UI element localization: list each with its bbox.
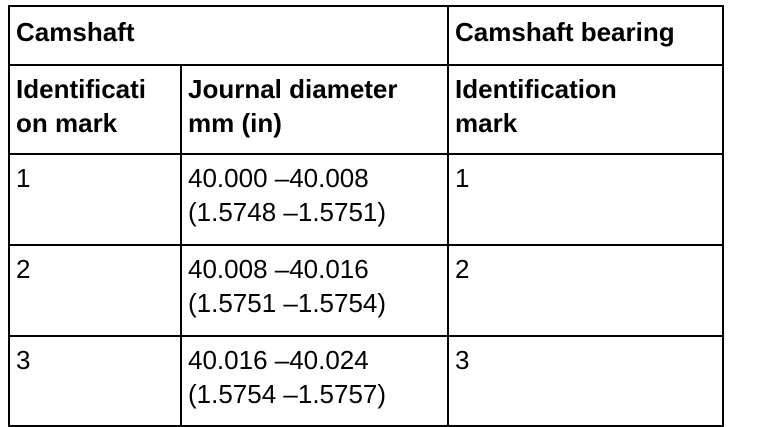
header-cell: Camshaft [7,5,450,66]
header-cell: Identification mark [447,64,725,155]
cell-text: (1.5748 –1.5751) [188,197,387,227]
cell-text: 3 [16,345,31,375]
table-row: 2 40.008 –40.016 (1.5751 –1.5754) 2 [8,244,725,337]
cell-text: Journal diameter [188,74,398,104]
table-cell: 2 [8,244,182,337]
header-cell: Journal diameter mm (in) [179,64,450,155]
cell-text: 3 [455,345,470,375]
cell-text: 1 [455,163,470,193]
table-row: 3 40.016 –40.024 (1.5754 –1.5757) 3 [8,335,725,427]
spec-table: Camshaft Camshaft bearing Identificati on m… [7,5,725,427]
cell-text: (1.5751 –1.5754) [188,288,387,318]
table-cell: 2 [447,244,725,337]
cell-text: 2 [455,254,470,284]
cell-text: (1.5754 –1.5757) [188,379,387,409]
cell-text: mark [455,108,518,138]
table-row: Identificati on mark Journal diameter mm (i… [8,64,725,155]
cell-text: Camshaft [16,17,135,47]
table-row: 1 40.000 –40.008 (1.5748 –1.5751) 1 [8,153,725,246]
table-body: Camshaft Camshaft bearing Identificati on m… [7,5,725,427]
cell-text: Identificati [16,74,147,104]
cell-text: 40.008 –40.016 [188,254,369,284]
table-cell: 40.000 –40.008 (1.5748 –1.5751) [179,153,450,246]
table-row: Camshaft Camshaft bearing [7,5,725,66]
table-cell: 3 [447,335,725,427]
cell-text: 2 [16,254,31,284]
header-cell: Camshaft bearing [447,5,725,66]
table-cell: 1 [8,153,182,246]
table-cell: 3 [8,335,182,427]
cell-text: mm (in) [188,108,282,138]
cell-text: 40.016 –40.024 [188,345,369,375]
cell-text: Identification [455,74,617,104]
table-cell: 40.008 –40.016 (1.5751 –1.5754) [179,244,450,337]
header-cell: Identificati on mark [8,64,182,155]
table-cell: 40.016 –40.024 (1.5754 –1.5757) [179,335,450,427]
cell-text: Camshaft bearing [455,17,675,47]
cell-text: 40.000 –40.008 [188,163,369,193]
cell-text: 1 [16,163,31,193]
cell-text: on mark [16,108,118,138]
table-cell: 1 [447,153,725,246]
